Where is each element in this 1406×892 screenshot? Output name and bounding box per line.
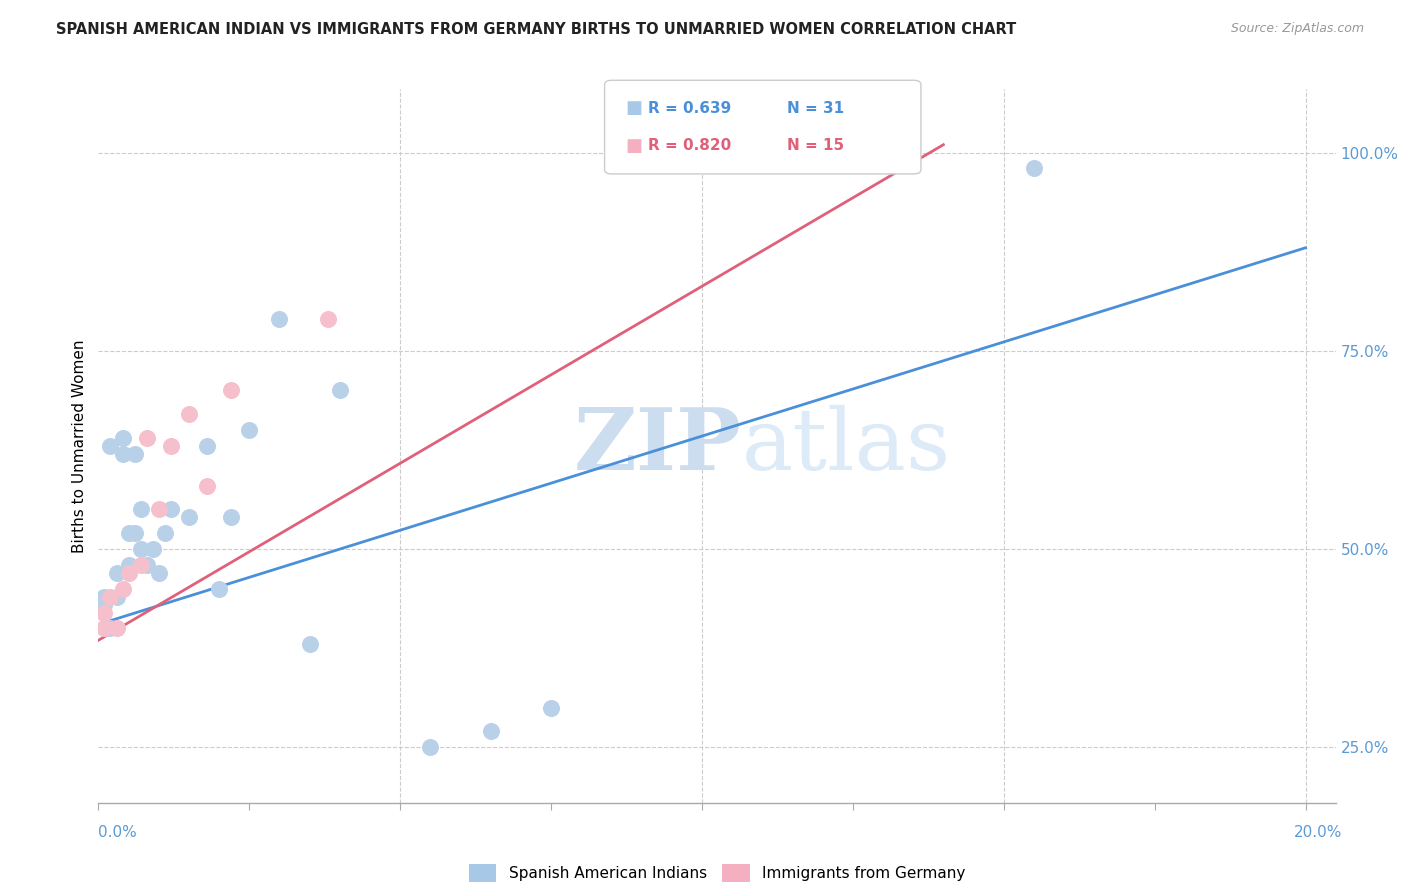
Text: 20.0%: 20.0% bbox=[1295, 825, 1343, 840]
Point bbox=[1022, 161, 1045, 176]
Point bbox=[129, 502, 152, 516]
Point bbox=[238, 423, 260, 437]
Point bbox=[195, 439, 218, 453]
Legend: Spanish American Indians, Immigrants from Germany: Spanish American Indians, Immigrants fro… bbox=[463, 858, 972, 888]
Point bbox=[177, 407, 200, 421]
Text: atlas: atlas bbox=[742, 404, 950, 488]
Point bbox=[219, 384, 242, 398]
Point bbox=[153, 526, 176, 541]
Point bbox=[479, 724, 502, 739]
Text: SPANISH AMERICAN INDIAN VS IMMIGRANTS FROM GERMANY BIRTHS TO UNMARRIED WOMEN COR: SPANISH AMERICAN INDIAN VS IMMIGRANTS FR… bbox=[56, 22, 1017, 37]
Point bbox=[148, 566, 170, 580]
Point bbox=[117, 526, 139, 541]
Text: R = 0.820: R = 0.820 bbox=[648, 138, 731, 153]
Point bbox=[160, 439, 183, 453]
Point bbox=[208, 582, 231, 596]
Point bbox=[329, 384, 352, 398]
Point bbox=[124, 447, 146, 461]
Point bbox=[540, 700, 562, 714]
Point bbox=[124, 526, 146, 541]
Point bbox=[298, 637, 321, 651]
Point bbox=[129, 542, 152, 557]
Point bbox=[135, 431, 157, 445]
Point bbox=[135, 558, 157, 572]
Text: ZIP: ZIP bbox=[574, 404, 742, 488]
Point bbox=[93, 598, 115, 612]
Point bbox=[269, 312, 291, 326]
Point bbox=[148, 502, 170, 516]
Point bbox=[177, 510, 200, 524]
Point bbox=[105, 590, 128, 604]
Text: ■: ■ bbox=[626, 100, 643, 118]
Point bbox=[105, 621, 128, 635]
Point bbox=[195, 478, 218, 492]
Point bbox=[100, 590, 122, 604]
Point bbox=[93, 590, 115, 604]
Point bbox=[105, 566, 128, 580]
Point bbox=[219, 510, 242, 524]
Text: ■: ■ bbox=[626, 136, 643, 154]
Point bbox=[93, 621, 115, 635]
Text: N = 31: N = 31 bbox=[787, 101, 845, 116]
Point bbox=[160, 502, 183, 516]
Point bbox=[93, 606, 115, 620]
Point bbox=[111, 431, 134, 445]
Point bbox=[316, 312, 339, 326]
Text: R = 0.639: R = 0.639 bbox=[648, 101, 731, 116]
Point bbox=[117, 558, 139, 572]
Point bbox=[100, 439, 122, 453]
Point bbox=[100, 621, 122, 635]
Point bbox=[111, 582, 134, 596]
Y-axis label: Births to Unmarried Women: Births to Unmarried Women bbox=[72, 339, 87, 553]
Point bbox=[142, 542, 165, 557]
Text: 0.0%: 0.0% bbox=[98, 825, 138, 840]
Point bbox=[872, 153, 894, 168]
Point bbox=[117, 566, 139, 580]
Text: Source: ZipAtlas.com: Source: ZipAtlas.com bbox=[1230, 22, 1364, 36]
Text: N = 15: N = 15 bbox=[787, 138, 845, 153]
Point bbox=[111, 447, 134, 461]
Point bbox=[129, 558, 152, 572]
Point bbox=[419, 740, 441, 755]
